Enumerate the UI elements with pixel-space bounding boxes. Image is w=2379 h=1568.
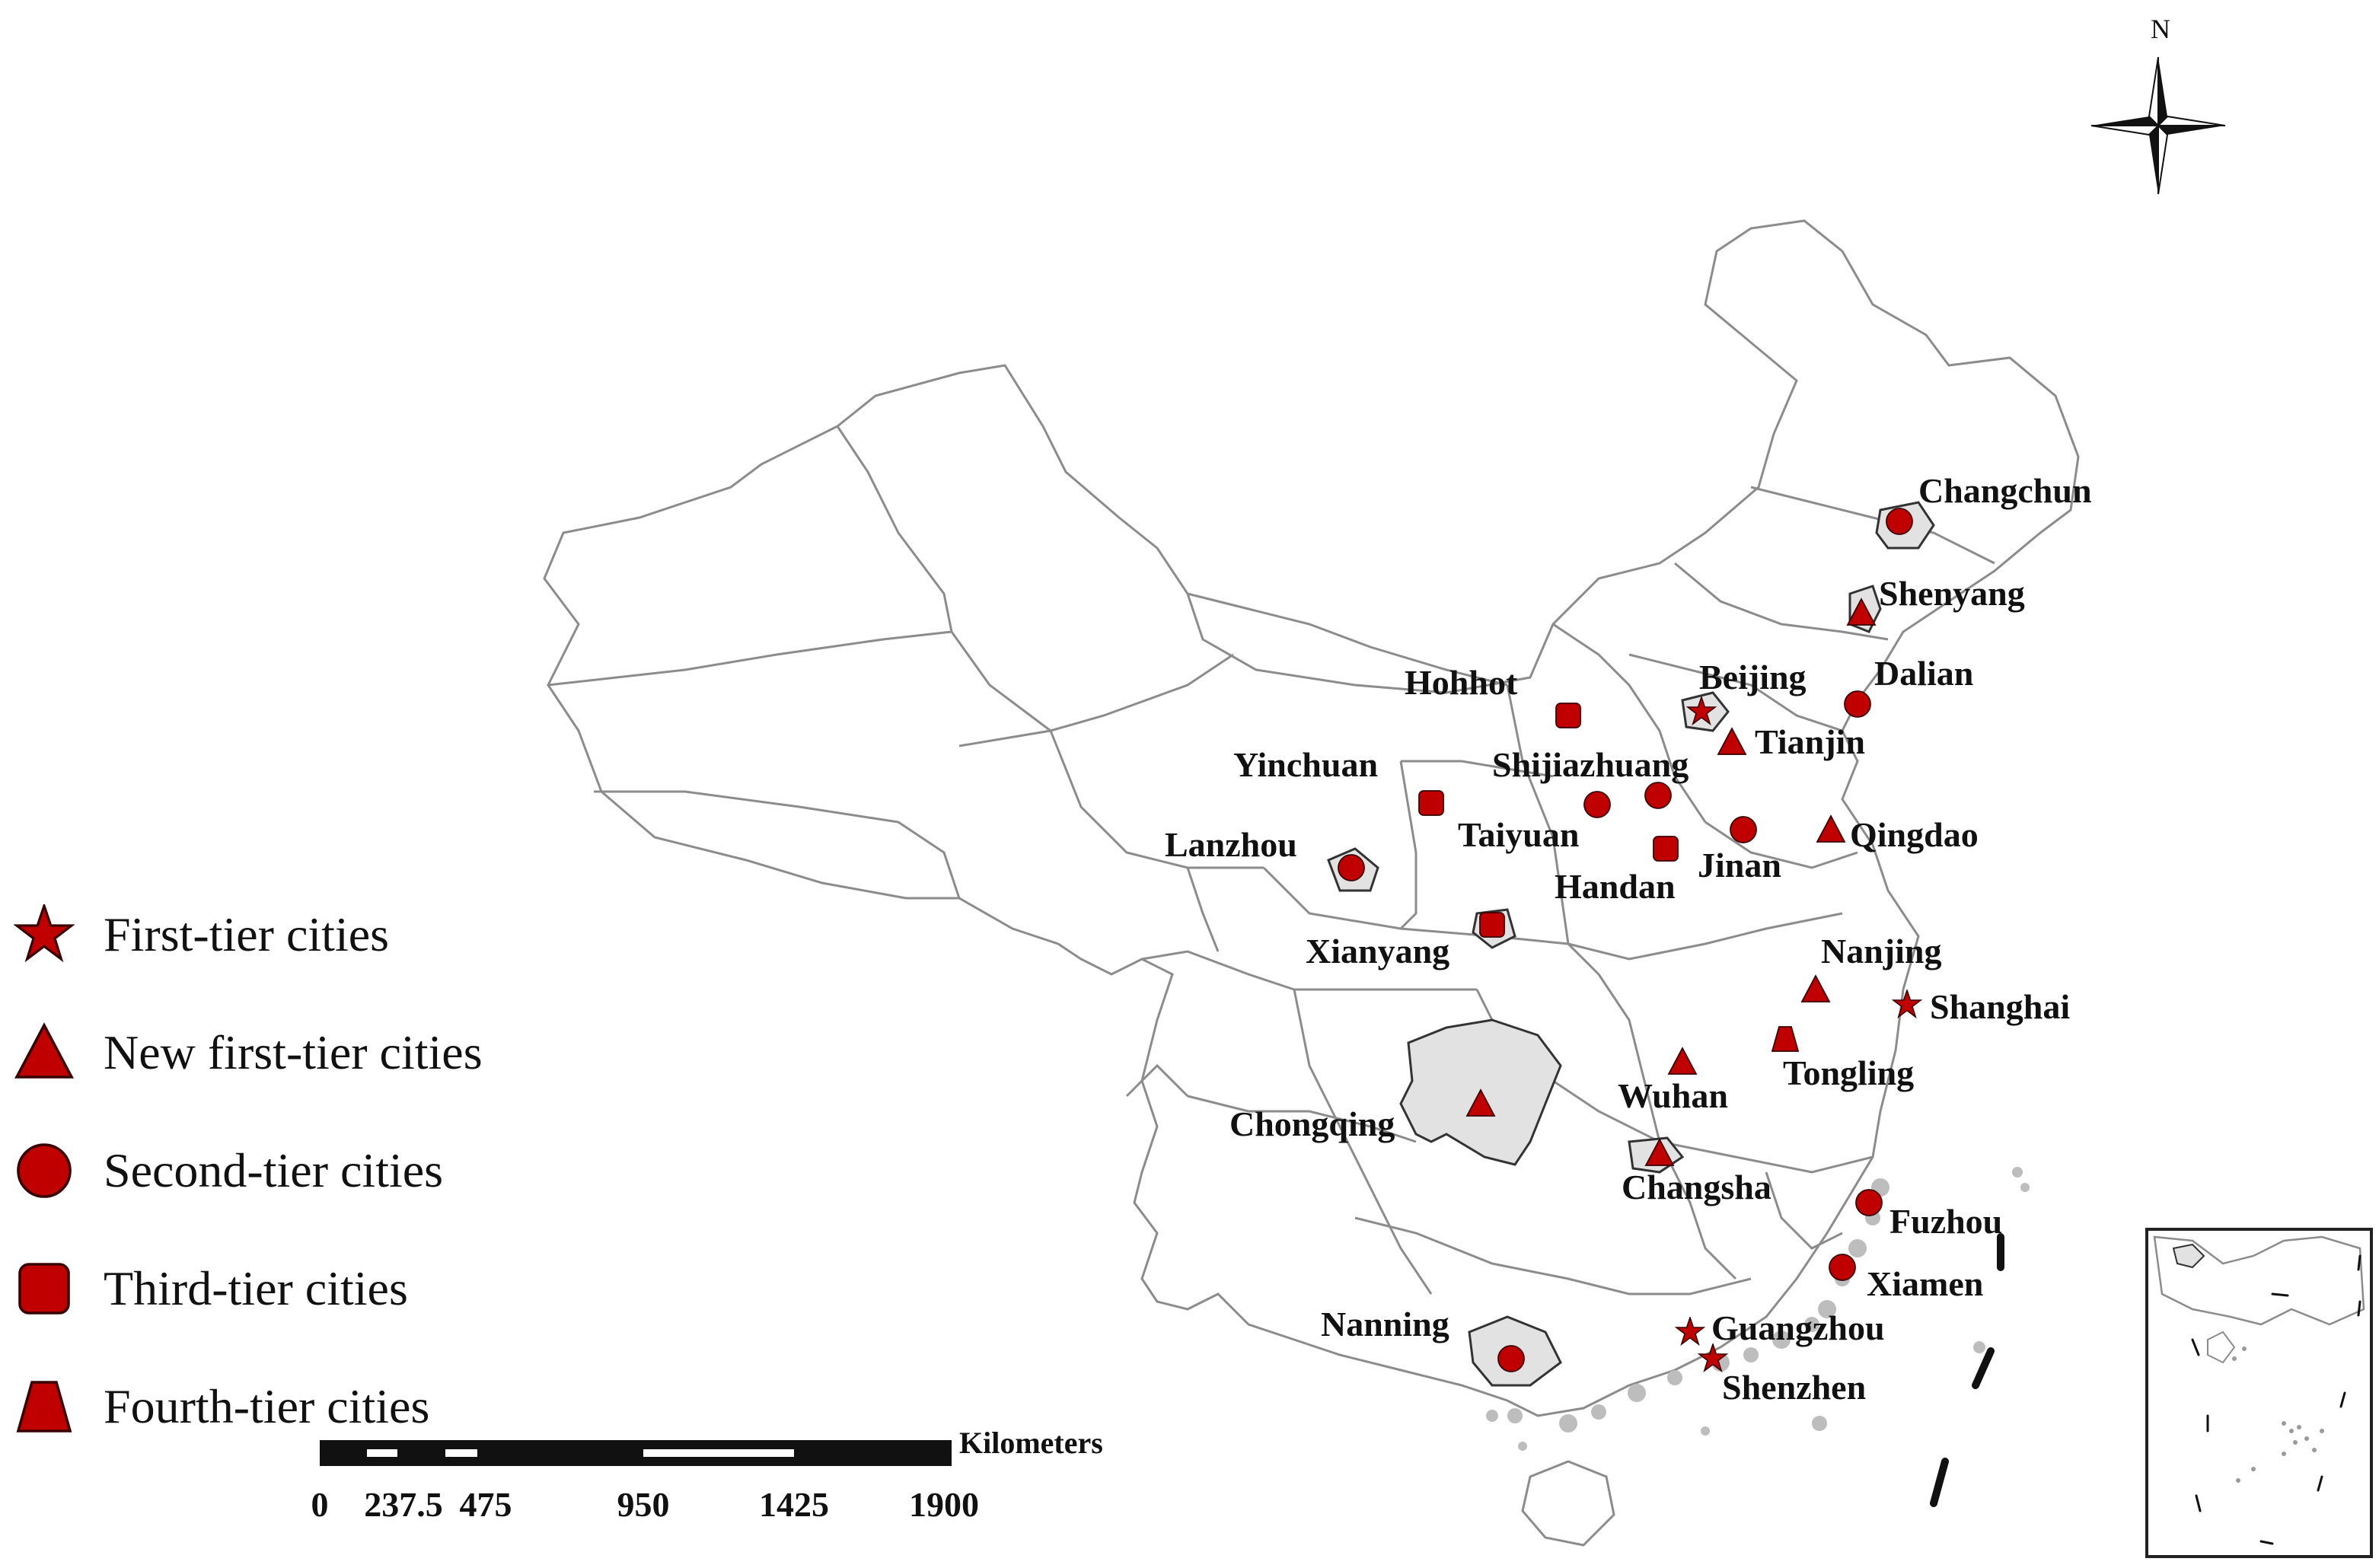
label-fuzhou: Fuzhou xyxy=(1889,1202,2002,1241)
marker-lanzhou xyxy=(1338,854,1365,881)
label-xiamen: Xiamen xyxy=(1867,1264,1983,1303)
nine-dash-line xyxy=(1930,1233,2004,1507)
legend-label: New first-tier cities xyxy=(104,1025,483,1079)
taiwan-island xyxy=(1941,1218,1995,1324)
label-taiyuan: Taiyuan xyxy=(1458,815,1579,854)
legend-label: Second-tier cities xyxy=(104,1143,444,1197)
marker-handan xyxy=(1653,836,1679,862)
city-labels: Changchun Shenyang Beijing Dalian Hohhot… xyxy=(1165,471,2092,1407)
country-outline xyxy=(543,219,2080,1417)
label-nanjing: Nanjing xyxy=(1821,932,1941,970)
label-shenyang: Shenyang xyxy=(1879,574,2025,613)
label-chongqing: Chongqing xyxy=(1229,1104,1395,1143)
legend-item-first-tier: First-tier cities xyxy=(14,875,592,993)
marker-xiamen xyxy=(1829,1254,1856,1281)
scale-bar: Kilometers 0 237.5 475 950 1425 1900 xyxy=(311,1426,1103,1538)
label-handan: Handan xyxy=(1555,867,1676,906)
marker-jinan xyxy=(1730,816,1757,843)
marker-nanning xyxy=(1497,1345,1525,1372)
legend-item-new-first-tier: New first-tier cities xyxy=(14,993,592,1111)
legend-item-third-tier: Third-tier cities xyxy=(14,1229,592,1347)
legend-label: Fourth-tier cities xyxy=(104,1378,430,1433)
label-changsha: Changsha xyxy=(1622,1168,1771,1206)
label-tongling: Tongling xyxy=(1783,1053,1914,1092)
label-tianjin: Tianjin xyxy=(1755,722,1865,761)
label-shenzhen: Shenzhen xyxy=(1722,1368,1866,1407)
scale-tick: 0 xyxy=(311,1485,329,1524)
label-wuhan: Wuhan xyxy=(1618,1076,1728,1115)
marker-xianyang xyxy=(1479,912,1505,938)
scale-tick: 237.5 xyxy=(364,1485,443,1524)
legend-item-second-tier: Second-tier cities xyxy=(14,1111,592,1229)
label-lanzhou: Lanzhou xyxy=(1165,825,1297,864)
marker-fuzhou xyxy=(1855,1189,1883,1216)
scale-tick: 1425 xyxy=(759,1485,829,1524)
label-shijiazhuang: Shijiazhuang xyxy=(1492,745,1689,784)
north-arrow: N xyxy=(2090,14,2226,195)
marker-changchun xyxy=(1886,508,1913,535)
scale-tick: 1900 xyxy=(909,1485,979,1524)
label-guangzhou: Guangzhou xyxy=(1711,1308,1885,1347)
circle-icon xyxy=(17,1143,72,1198)
marker-yinchuan xyxy=(1418,790,1444,816)
label-hohhot: Hohhot xyxy=(1405,663,1518,702)
label-changchun: Changchun xyxy=(1918,471,2092,510)
hainan-island xyxy=(1521,1460,1615,1547)
trapezoid-icon xyxy=(17,1380,72,1433)
label-jinan: Jinan xyxy=(1698,846,1781,884)
square-icon xyxy=(18,1262,70,1315)
label-dalian: Dalian xyxy=(1874,654,1973,693)
map-legend: First-tier cities New first-tier cities … xyxy=(14,875,592,1465)
label-shanghai: Shanghai xyxy=(1930,987,2070,1026)
south-china-sea-inset xyxy=(2145,1228,2373,1558)
scale-tick: 475 xyxy=(459,1485,512,1524)
legend-label: Third-tier cities xyxy=(104,1260,408,1315)
label-nanning: Nanning xyxy=(1321,1305,1449,1343)
scale-tick: 950 xyxy=(617,1485,670,1524)
label-beijing: Beijing xyxy=(1699,658,1807,696)
triangle-icon xyxy=(15,1023,73,1079)
marker-taiyuan xyxy=(1583,791,1611,818)
compass-north-label: N xyxy=(2151,14,2170,44)
scale-bar-graphic xyxy=(320,1440,952,1466)
marker-dalian xyxy=(1844,690,1871,718)
label-qingdao: Qingdao xyxy=(1850,815,1979,854)
scale-unit-label: Kilometers xyxy=(959,1426,1103,1460)
star-icon xyxy=(15,904,73,961)
label-yinchuan: Yinchuan xyxy=(1233,745,1378,784)
marker-shijiazhuang xyxy=(1644,782,1672,809)
legend-item-fourth-tier: Fourth-tier cities xyxy=(14,1347,592,1465)
label-xianyang: Xianyang xyxy=(1306,932,1449,970)
marker-hohhot xyxy=(1555,703,1581,728)
legend-label: First-tier cities xyxy=(104,907,390,961)
